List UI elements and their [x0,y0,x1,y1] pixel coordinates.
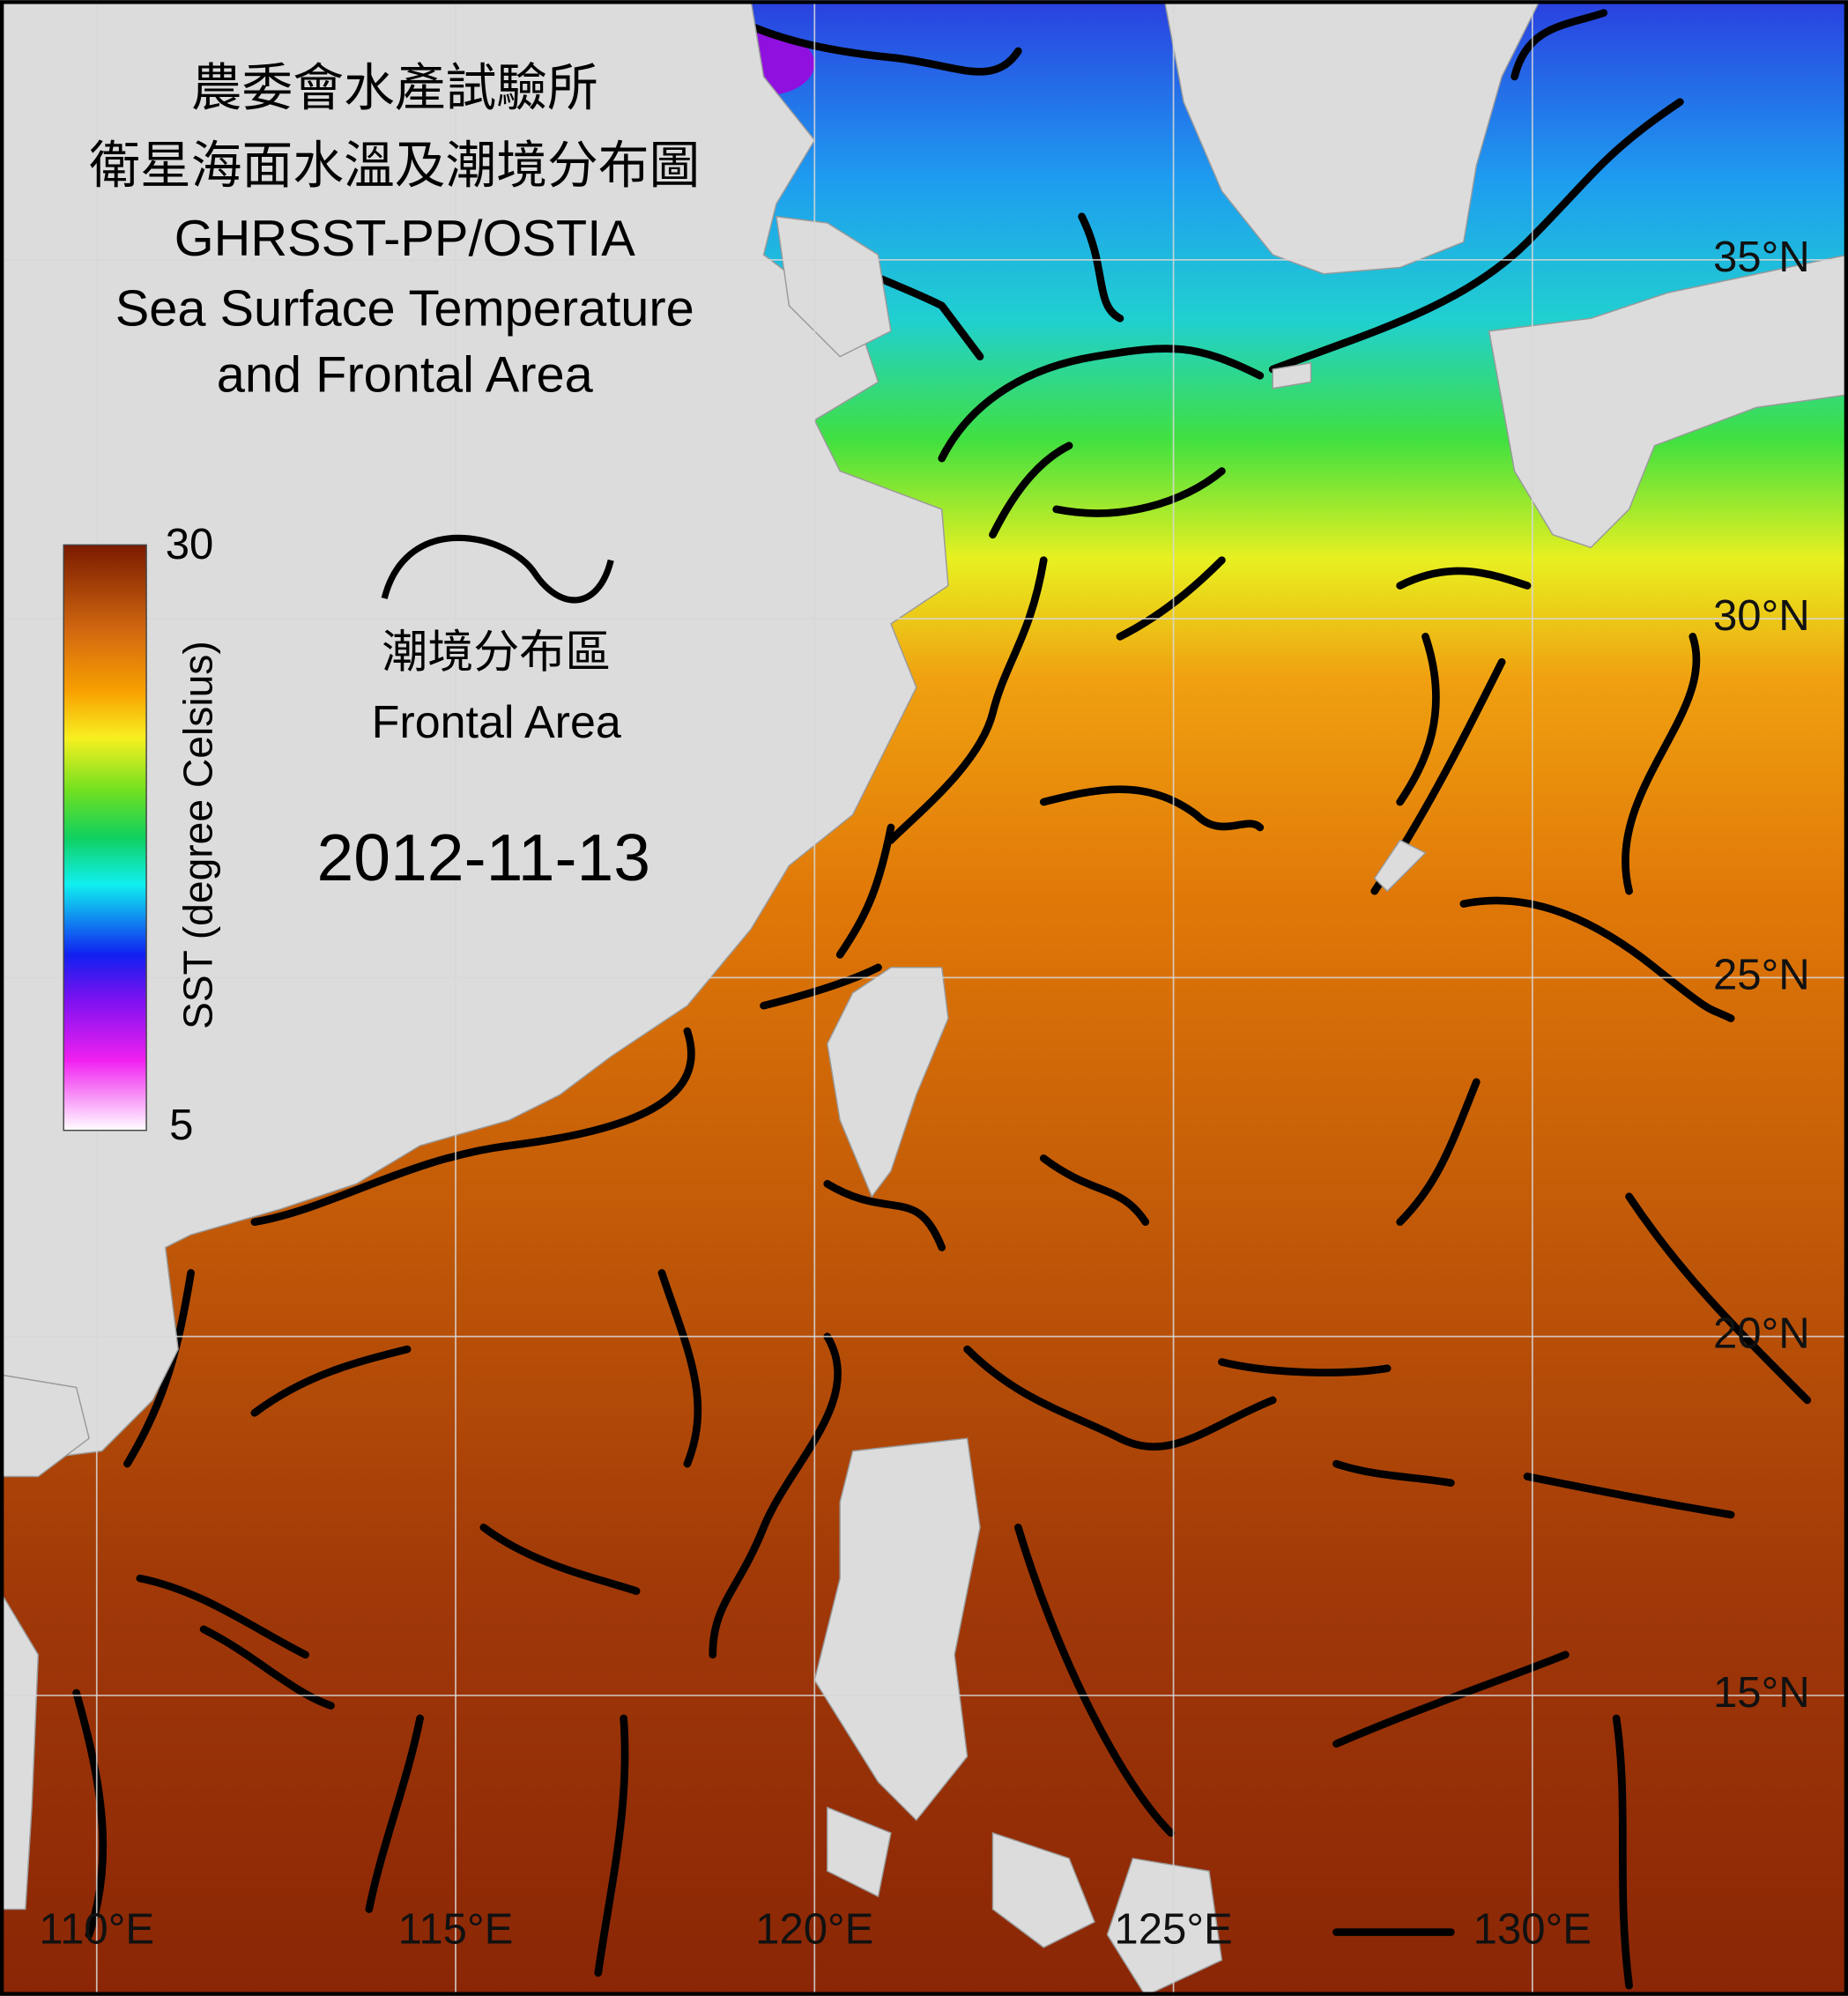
title-line: 農委會水產試驗所 [191,60,598,116]
korea [1163,0,1541,275]
front [1625,1192,1812,1405]
hainan [0,1374,90,1478]
front [657,1269,702,1468]
colorbar-tick-label: 5 [169,1102,193,1149]
samar [1106,1857,1223,1996]
lon-label: 115°E [398,1906,514,1954]
front [123,1269,195,1468]
vietnam [0,1590,40,1911]
front [1078,212,1124,323]
front [1268,98,1684,374]
front [1039,785,1265,832]
front [1396,1078,1481,1227]
jeju [1272,361,1312,390]
title-line: and Frontal Area [217,346,594,403]
okinawa [1373,839,1427,893]
front [479,1523,641,1595]
lat-label: 35°N [1713,234,1810,281]
front [1523,1473,1735,1519]
fronts [72,3,1812,1990]
front [1332,1459,1455,1488]
lon-label: 120°E [755,1906,873,1954]
colorbar [63,544,147,1132]
title-line: Sea Surface Temperature [115,280,694,337]
mindoro [827,1806,892,1898]
front [1052,467,1226,517]
lon-label: 130°E [1473,1906,1592,1954]
front [1612,1714,1633,1990]
front [1014,1523,1176,1837]
title-line: 衛星海面水溫及潮境分布圖 [89,138,700,195]
front [709,1332,842,1659]
front [989,441,1073,539]
front [365,1714,424,1913]
luzon [813,1437,981,1822]
shandong [776,215,892,358]
legend-label-en: Frontal Area [372,697,621,748]
lat-label: 25°N [1713,951,1810,998]
front [823,1180,946,1251]
front [1459,896,1735,1022]
front [1510,9,1608,81]
title-line: GHRSST-PP/OSTIA [174,211,636,267]
front [1332,1651,1570,1748]
visayas [991,1831,1095,1948]
front [938,345,1265,463]
front [709,3,1022,76]
japan [1488,254,1848,549]
lon-label: 110°E [39,1906,154,1954]
lat-label: 20°N [1713,1310,1810,1358]
lon-label: 125°E [1114,1906,1232,1954]
front [835,823,895,959]
front [1218,1358,1392,1376]
legend-symbol [381,534,614,604]
front [760,963,882,1010]
colorbar-label: SST (degree Celsius) [174,641,220,1029]
front [1622,633,1701,895]
front [963,1345,1277,1451]
front [594,1714,629,1977]
title-block: 農委會水產試驗所 衛星海面水溫及潮境分布圖 GHRSST-PP/OSTIA Se… [89,60,700,403]
front [1396,567,1532,590]
legend-label-zh: 潮境分布區 [382,627,611,679]
date: 2012-11-13 [317,820,650,894]
lat-label: 30°N [1713,592,1810,640]
lat-label: 15°N [1713,1669,1810,1717]
front [250,1345,412,1417]
china [0,0,949,1465]
taiwan [826,967,949,1198]
front [136,1574,309,1659]
front [250,1027,695,1227]
colorbar-tick-label: 30 [166,521,214,568]
front [199,1625,335,1710]
front [1396,633,1440,806]
front [1039,1154,1150,1227]
front [1116,556,1226,641]
